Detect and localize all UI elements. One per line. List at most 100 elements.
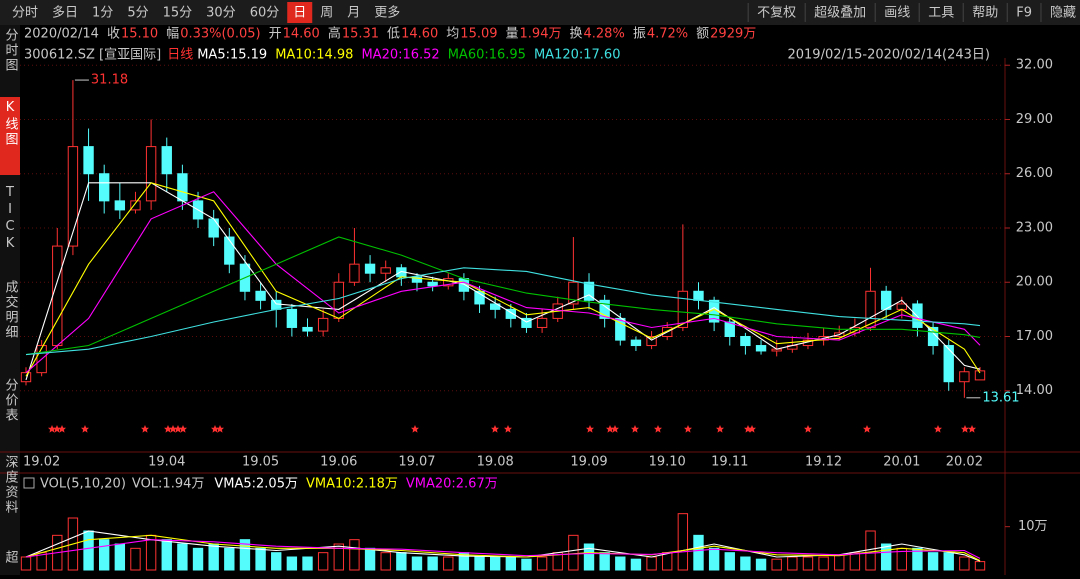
toolbar-button[interactable]: 5分	[127, 6, 148, 21]
ma-line	[25, 236, 981, 356]
sidebar-tab[interactable]: 深度资料	[3, 455, 19, 515]
volume-bar	[693, 534, 704, 571]
volume-bar	[271, 552, 282, 571]
quote-value: 0.33%(0.05)	[180, 27, 260, 42]
toolbar-button[interactable]: 60分	[250, 6, 280, 21]
volume-bar	[568, 534, 579, 571]
y-tick-label: 23.00	[1016, 220, 1053, 235]
volume-bar	[505, 556, 517, 571]
legend-entry: MA5:15.19	[197, 48, 267, 63]
toolbar-button[interactable]: 画线	[884, 6, 910, 21]
event-star	[961, 425, 969, 433]
toolbar-button[interactable]: 不复权	[757, 5, 796, 21]
quote-value: 2929万	[710, 27, 756, 42]
volume-bar	[599, 552, 610, 571]
quote-value: 1.94万	[520, 27, 562, 42]
event-star	[141, 425, 149, 433]
candle-body	[489, 303, 501, 310]
volume-bar	[912, 547, 923, 571]
toolbar-button[interactable]: 日	[293, 6, 306, 21]
legend-entry: VMA20:2.67万	[406, 477, 498, 492]
y-tick-label: 17.00	[1016, 329, 1053, 344]
candle-body	[959, 371, 970, 383]
volume-bar	[771, 558, 782, 571]
y-tick-label: 14.00	[1016, 383, 1053, 398]
candle-body	[349, 263, 360, 283]
toolbar-button[interactable]: 分时	[12, 6, 38, 21]
volume-bar	[443, 556, 454, 571]
ma-line	[25, 267, 981, 356]
x-tick-label: 19.09	[570, 455, 607, 470]
x-tick-label: 19.06	[320, 455, 357, 470]
quote-label: 高	[328, 26, 341, 42]
candle-body	[67, 146, 79, 247]
sidebar-tab[interactable]: 分价表	[3, 378, 19, 423]
toolbar-button[interactable]: 周	[320, 6, 333, 21]
candle-body	[677, 290, 689, 328]
sidebar-tab[interactable]: 分时图	[3, 28, 19, 73]
candle-body	[583, 281, 595, 301]
candle-body	[255, 290, 266, 301]
event-star	[716, 425, 724, 433]
legend-entry: MA120:17.60	[534, 48, 621, 63]
event-star	[411, 425, 419, 433]
candle-body	[740, 335, 751, 347]
toolbar-button[interactable]: 超级叠加	[814, 6, 866, 21]
chart-subtitle: 日线	[167, 48, 193, 63]
event-star	[81, 425, 89, 433]
volume-bar	[20, 556, 32, 571]
annotation: 13.61	[982, 390, 1019, 405]
candle-body	[474, 290, 485, 305]
legend-entry: MA60:16.95	[448, 48, 526, 63]
event-star	[863, 425, 871, 433]
volume-bar	[380, 552, 391, 571]
event-stars	[48, 425, 976, 433]
chart-title: 300612.SZ [宣亚国际]	[24, 47, 161, 63]
legend-entry: MA10:14.98	[275, 48, 353, 63]
toolbar-button[interactable]: 30分	[206, 6, 236, 21]
candle-body	[317, 317, 329, 332]
candle-body	[145, 146, 157, 202]
y-tick-label: 20.00	[1016, 275, 1053, 290]
event-star	[504, 425, 512, 433]
volume-bar	[708, 547, 720, 571]
y-tick-label: 26.00	[1016, 166, 1053, 181]
sidebar-tab[interactable]: 成交明细	[3, 280, 19, 340]
candle-body	[974, 370, 986, 381]
volume-bar	[474, 556, 485, 571]
toolbar-button[interactable]: 15分	[163, 6, 193, 21]
candle-body	[912, 303, 923, 328]
candle-body	[114, 200, 126, 211]
sidebar-tab[interactable]: 超	[3, 550, 19, 565]
volume-bar	[192, 547, 204, 571]
volume-bar	[974, 561, 986, 571]
candle-body	[458, 278, 470, 292]
volume-bar	[802, 556, 814, 571]
volume-bar	[943, 552, 954, 571]
active-tab	[287, 2, 313, 23]
chart-title: VOL(5,10,20)	[40, 477, 126, 492]
active-tab	[0, 97, 20, 175]
sidebar-tab[interactable]: K线图	[3, 100, 19, 147]
toolbar-button[interactable]: 月	[347, 6, 360, 21]
quote-value: 15.10	[121, 27, 158, 42]
ma-line	[25, 191, 981, 374]
toolbar-button[interactable]: 更多	[374, 5, 400, 21]
toolbar	[0, 0, 1080, 25]
candle-body	[411, 276, 423, 283]
volume-bar	[787, 556, 798, 571]
toolbar-button[interactable]: 帮助	[972, 6, 998, 21]
toolbar-button[interactable]: F9	[1016, 6, 1032, 21]
candle-body	[896, 303, 907, 310]
quote-label: 开	[269, 27, 282, 42]
quote-value: 15.09	[460, 27, 497, 42]
toolbar-button[interactable]: 多日	[52, 5, 78, 21]
sidebar-tab[interactable]: TICK	[3, 185, 18, 253]
volume-bar	[849, 552, 861, 571]
toolbar-button[interactable]: 1分	[92, 6, 113, 21]
volume-bar	[208, 543, 219, 571]
volume-bar	[740, 556, 751, 571]
toolbar-button[interactable]: 隐藏	[1050, 6, 1076, 21]
x-tick-label: 20.01	[883, 455, 920, 470]
toolbar-button[interactable]: 工具	[928, 6, 954, 21]
